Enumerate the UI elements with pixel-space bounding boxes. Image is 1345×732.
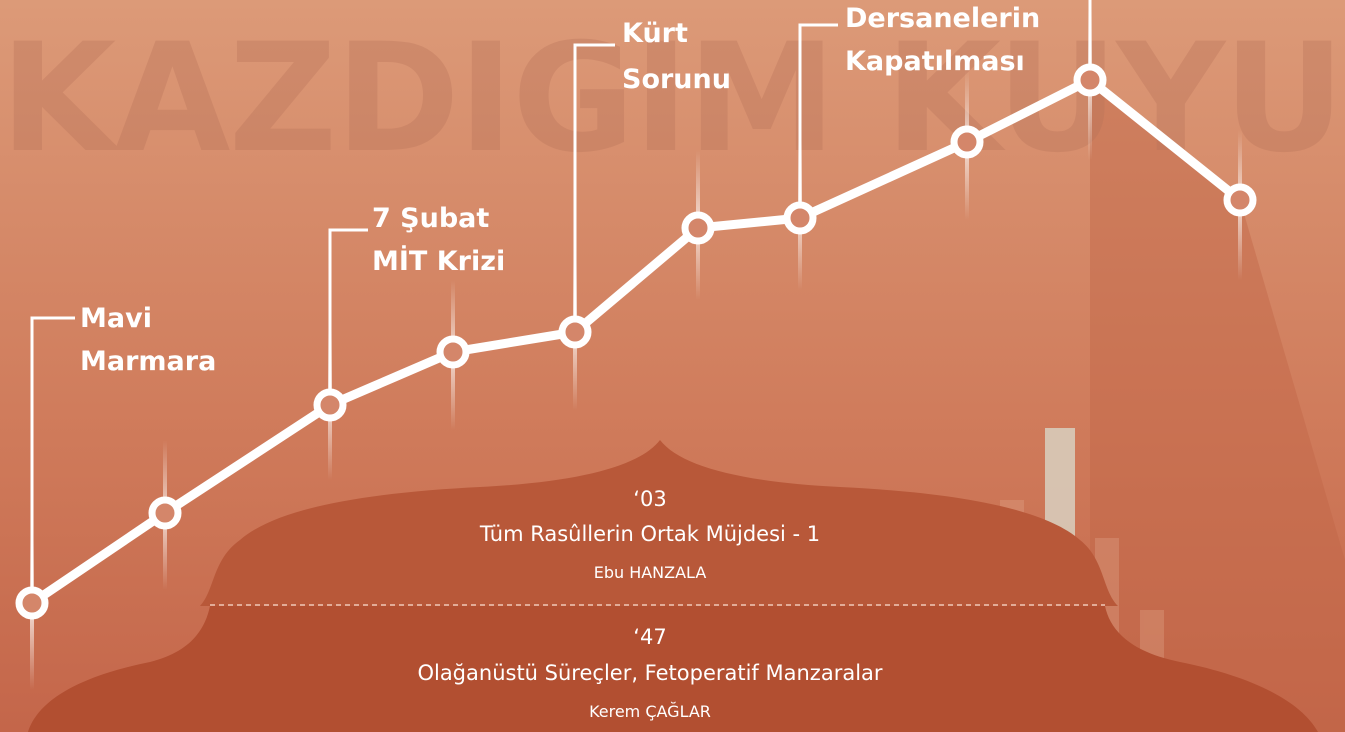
event-label: Mavi [80,303,152,334]
event-label: 7 Şubat [372,203,489,234]
event-label: Kürt [622,18,688,49]
event-label: Marmara [80,346,216,377]
page: KAZDIGIM KUYU Mavi Marmara 7 Şubat MİT K… [0,0,1345,732]
article-title: Olağanüstü Süreçler, Fetoperatif Manzara… [417,661,882,685]
article-title: Tüm Rasûllerin Ortak Müjdesi - 1 [479,522,820,546]
event-label: MİT Krizi [372,245,505,277]
event-label: Dersanelerin [845,3,1040,34]
event-label: Sorunu [622,64,731,95]
article-author: Kerem ÇAĞLAR [589,702,711,721]
issue: ‘03 [633,487,666,511]
issue: ‘47 [633,625,666,649]
article-author: Ebu HANZALA [594,563,707,582]
event-label: Kapatılması [845,46,1025,77]
